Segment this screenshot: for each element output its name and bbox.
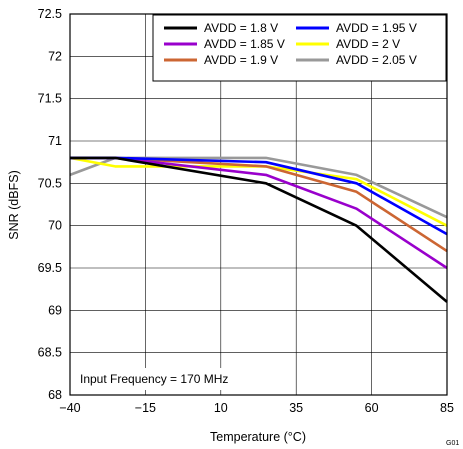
legend-label: AVDD = 1.85 V (204, 37, 285, 51)
x-tick-label: 10 (214, 401, 228, 415)
y-tick-label: 72 (48, 49, 62, 63)
y-tick-label: 68.5 (38, 346, 62, 360)
y-axis-label: SNR (dBFS) (7, 170, 21, 239)
legend-box (152, 14, 447, 82)
y-tick-labels: 68 68.5 69 69.5 70 70.5 71 71.5 72 72.5 (38, 7, 62, 402)
x-tick-label: 35 (289, 401, 303, 415)
y-tick-label: 71.5 (38, 92, 62, 106)
x-tick-label: −15 (135, 401, 156, 415)
legend-label: AVDD = 2.05 V (336, 53, 417, 67)
annotation-box (74, 368, 258, 390)
x-axis-label: Temperature (°C) (210, 430, 306, 444)
y-tick-label: 70.5 (38, 176, 62, 190)
legend: AVDD = 1.8 V AVDD = 1.95 V AVDD = 1.85 V AV… (152, 14, 447, 82)
y-tick-label: 71 (48, 134, 62, 148)
x-tick-labels: −40 −15 10 35 60 85 (59, 401, 454, 415)
legend-label: AVDD = 1.95 V (336, 21, 417, 35)
x-tick-label: 60 (365, 401, 379, 415)
plot-frame (69, 13, 448, 396)
y-tick-label: 68 (48, 388, 62, 402)
legend-label: AVDD = 1.9 V (204, 53, 278, 67)
legend-label: AVDD = 2 V (336, 37, 400, 51)
series-lines (69, 156, 448, 303)
legend-label: AVDD = 1.8 V (204, 21, 278, 35)
annotation-text: Input Frequency = 170 MHz (80, 372, 228, 386)
y-tick-label: 69 (48, 303, 62, 317)
series-line (70, 156, 448, 253)
series-line (70, 156, 448, 303)
x-tick-label: 85 (440, 401, 454, 415)
x-tick-label: −40 (59, 401, 80, 415)
y-tick-label: 72.5 (38, 7, 62, 21)
corner-label: G01 (446, 440, 459, 447)
y-tick-label: 70 (48, 219, 62, 233)
y-tick-label: 69.5 (38, 261, 62, 275)
